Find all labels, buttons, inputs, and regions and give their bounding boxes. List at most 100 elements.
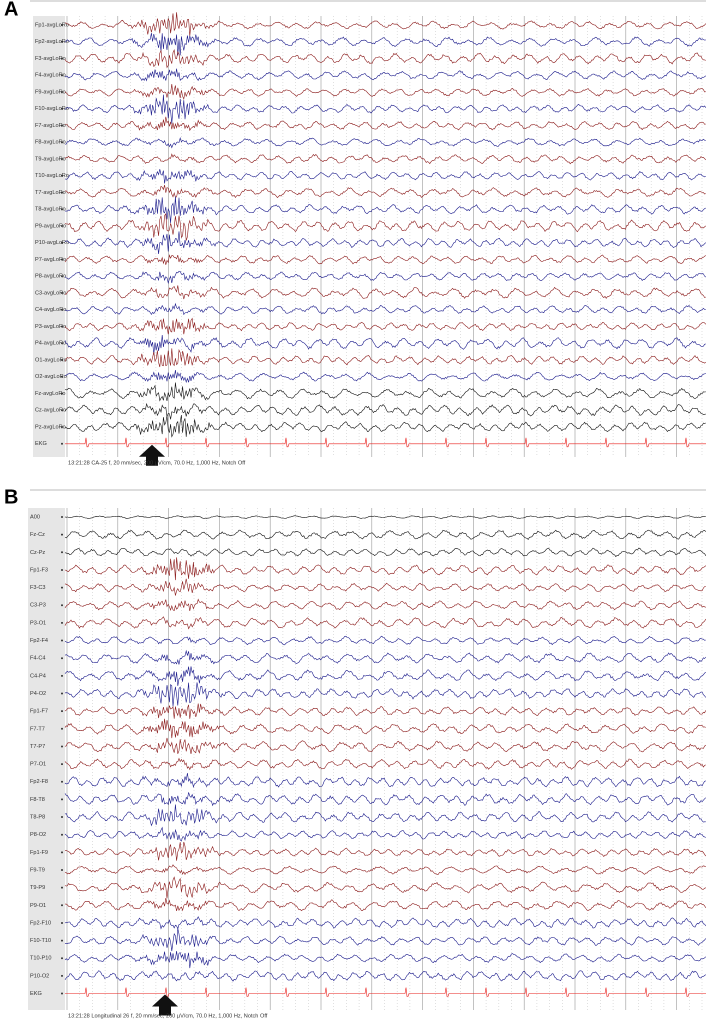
channel-label: F8-T8 [30, 797, 45, 803]
waveform [64, 94, 707, 124]
channel-dot [61, 886, 63, 889]
label-strip [33, 16, 65, 457]
channel-label: P8-O2 [30, 832, 46, 838]
channel-dot [61, 798, 63, 801]
waveform [64, 547, 707, 558]
channel-dot [61, 409, 63, 412]
waveform [64, 737, 706, 754]
channel-label: F8-avgLoRo [35, 140, 66, 146]
waveform [64, 116, 706, 132]
label-strip [28, 508, 65, 1010]
channel-label: C3-P3 [30, 603, 46, 609]
waveform [64, 864, 706, 876]
panel-label: B [4, 486, 18, 508]
channel-label: T7-avgLoRo [35, 190, 66, 196]
waveform [64, 334, 706, 355]
waveform [64, 772, 706, 788]
waveform [65, 184, 706, 199]
channel-label: T10-avgLoRo [35, 173, 69, 179]
channel-dot [61, 974, 63, 977]
channel-label: P9-avgLoRo [35, 223, 66, 229]
channel-dot [61, 551, 63, 554]
channel-dot [61, 921, 63, 924]
waveform [64, 598, 706, 612]
channel-dot [61, 516, 63, 518]
channel-label: P7-O1 [30, 762, 46, 768]
waveform [64, 270, 706, 285]
channel-label: P4-O2 [30, 691, 46, 697]
channel-label: F9-avgLoRo [35, 89, 66, 95]
channel-label: P10-avgLoRo [35, 240, 69, 246]
channel-dot [61, 816, 63, 819]
waveform [64, 682, 707, 707]
channel-dot [61, 763, 63, 766]
channel-dot [61, 57, 63, 60]
channel-label: P7-avgLoRo [35, 257, 66, 263]
channel-label: C4-avgLoRo [35, 307, 66, 313]
channel-label: Fp2-F4 [30, 638, 48, 644]
channel-dot [61, 325, 63, 328]
channel-dot [61, 869, 63, 871]
waveform [64, 515, 706, 519]
channel-label: C4-P4 [30, 673, 46, 679]
waveform [64, 137, 706, 149]
waveform [64, 970, 706, 982]
channel-dot [61, 904, 63, 907]
channel-dot [61, 392, 63, 395]
waveform [64, 703, 707, 719]
channel-label: Fp2-avgLoRo [35, 39, 69, 45]
waveform [64, 950, 707, 969]
channel-label: Cz-Pz [30, 550, 45, 556]
channel-label: P9-O1 [30, 903, 46, 909]
channel-label: Fp1-avgLoRo [35, 22, 69, 28]
waveform [64, 32, 706, 56]
channel-label: F7-T7 [30, 726, 45, 732]
channel-label: Fp1-F3 [30, 567, 48, 573]
channel-label: F4-avgLoRo [35, 73, 66, 79]
channel-label: P3-avgLoRo [35, 324, 66, 330]
waveform [64, 928, 707, 952]
channel-label: F9-T9 [30, 867, 45, 873]
waveform [64, 529, 707, 540]
channel-dot [61, 621, 63, 624]
panel-label: A [4, 0, 18, 20]
channel-label: T8-P8 [30, 815, 45, 821]
channel-label: Fp1-F7 [30, 709, 48, 715]
waveform [64, 382, 706, 402]
waveform [64, 48, 706, 69]
event-arrow [139, 444, 165, 466]
channel-label: T10-P10 [30, 956, 51, 962]
waveform [64, 666, 706, 686]
waveform [64, 213, 707, 241]
waveform [64, 153, 707, 165]
channel-dot [61, 939, 63, 942]
waveform [64, 916, 707, 930]
channel-dot [61, 359, 63, 361]
channel-dot [61, 342, 63, 345]
waveform [64, 12, 707, 37]
waveform [64, 578, 706, 596]
waveform [64, 302, 706, 316]
channel-label: T9-P9 [30, 885, 45, 891]
waveform [64, 317, 707, 335]
channel-label: F10-T10 [30, 938, 51, 944]
channel-label: Pz-avgLoRo [35, 424, 66, 430]
waveform [64, 792, 707, 807]
channel-dot [61, 74, 63, 77]
waveform [64, 169, 706, 184]
waveform [64, 718, 706, 739]
waveform [64, 557, 707, 581]
channel-dot [61, 851, 63, 854]
channel-dot [61, 158, 63, 160]
waveform [64, 415, 706, 438]
waveform [64, 804, 706, 827]
channel-dot [61, 191, 63, 194]
footer-text: 13:21:28 Longitudinal 26 f, 20 mm/sec, 2… [68, 1013, 268, 1019]
channel-dot [61, 745, 63, 748]
channel-label: P3-O1 [30, 620, 46, 626]
waveform [65, 841, 707, 861]
waveform [64, 68, 706, 82]
waveform [64, 370, 706, 384]
channel-label: T8-avgLoRo [35, 207, 66, 213]
channel-label: P4-avgLoRo [35, 341, 66, 347]
